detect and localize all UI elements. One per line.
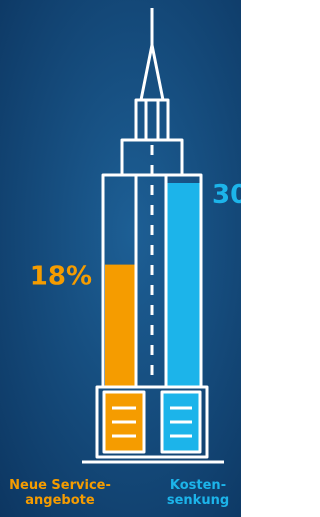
page: {"chart_data": {"type": "bar", "categori… <box>0 0 241 517</box>
category-label: Neue Service- <box>9 478 111 493</box>
value-label: 18% <box>30 262 92 292</box>
bar <box>105 265 135 387</box>
category-label: senkung <box>167 493 229 508</box>
category-label: angebote <box>25 493 95 508</box>
chart: 18% Neue Service-angebote 30 Kosten-senkung <box>0 0 241 517</box>
value-label: 30 <box>212 180 241 210</box>
bar <box>167 183 200 387</box>
category-label: Kosten- <box>170 478 226 493</box>
